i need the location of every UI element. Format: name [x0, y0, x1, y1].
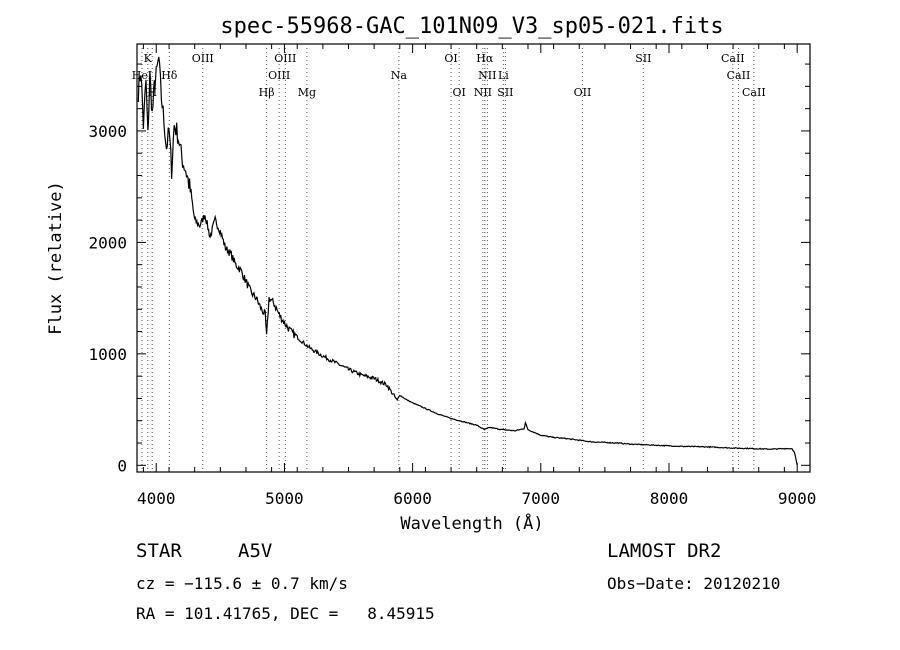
line-marker-label: Mg [298, 86, 316, 99]
line-marker-label: Hα [476, 52, 494, 65]
line-marker-label: Li [498, 69, 509, 82]
line-marker-label: OI [452, 86, 465, 99]
object-class: STAR [136, 540, 182, 562]
y-tick-label: 1000 [88, 345, 127, 364]
line-marker-label: OIII [268, 69, 290, 82]
y-tick-label: 2000 [88, 233, 127, 252]
line-marker-label: OII [574, 86, 592, 99]
object-subclass: A5V [238, 540, 273, 562]
line-marker-label: CaII [727, 69, 751, 82]
coordinates: RA = 101.41765, DEC = 8.45915 [136, 604, 435, 623]
x-tick-label: 8000 [650, 489, 689, 508]
x-tick-label: 5000 [265, 489, 304, 508]
line-marker-label: K [144, 52, 153, 65]
line-marker-label: SII [497, 86, 513, 99]
spectrum-line [137, 56, 798, 466]
line-marker-label: Na [391, 69, 408, 82]
y-tick-label: 0 [117, 456, 127, 475]
line-marker-labels: KHeIHHδOIIIHβOIIIOIIIMgNaOIOIHαNIINIILiS… [132, 52, 766, 99]
line-marker-label: OIII [274, 52, 296, 65]
line-marker-label: OI [444, 52, 457, 65]
survey-name: LAMOST DR2 [607, 540, 722, 562]
x-tick-label: 7000 [522, 489, 561, 508]
line-marker-label: SII [635, 52, 651, 65]
line-markers [141, 48, 755, 472]
x-axis-ticks: 4000 5000 6000 7000 8000 9000 [137, 44, 816, 508]
line-marker-label: Hδ [161, 69, 178, 82]
line-marker-label: OIII [192, 52, 214, 65]
y-axis-ticks: 0 1000 2000 3000 [88, 63, 810, 475]
line-marker-label: CaII [742, 86, 766, 99]
y-tick-label: 3000 [88, 122, 127, 141]
chart-title: spec-55968-GAC_101N09_V3_sp05-021.fits [220, 14, 723, 39]
y-axis-label: Flux (relative) [46, 181, 66, 335]
line-marker-label: NII [478, 69, 496, 82]
plot-frame [136, 43, 811, 473]
line-marker-label: CaII [721, 52, 745, 65]
x-axis-label: Wavelength (Å) [400, 512, 543, 534]
observation-date: Obs−Date: 20120210 [607, 574, 781, 593]
x-tick-label: 6000 [393, 489, 432, 508]
redshift-velocity: cz = −115.6 ± 0.7 km/s [136, 574, 348, 593]
x-tick-label: 4000 [137, 489, 176, 508]
x-tick-label: 9000 [778, 489, 817, 508]
line-marker-label: NII [474, 86, 492, 99]
line-marker-label: H [147, 86, 157, 99]
line-marker-label: Hβ [259, 86, 275, 99]
